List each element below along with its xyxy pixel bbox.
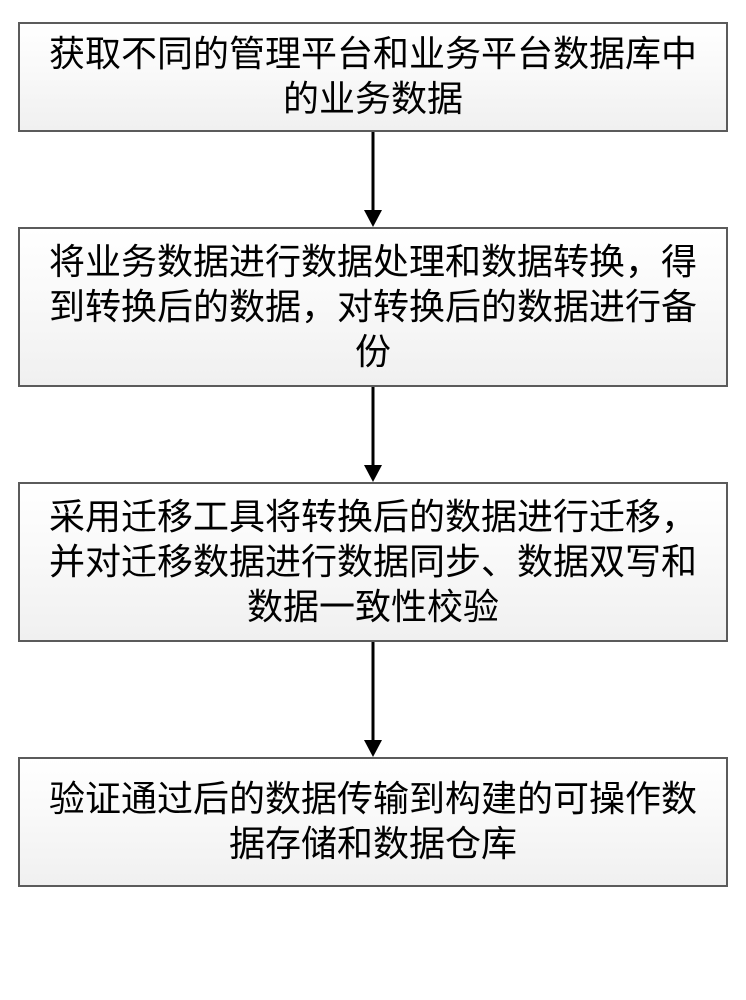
flowchart-container: 获取不同的管理平台和业务平台数据库中的业务数据 将业务数据进行数据处理和数据转换… [18, 22, 728, 887]
flow-node-1: 获取不同的管理平台和业务平台数据库中的业务数据 [18, 22, 728, 132]
flow-arrow-2 [18, 387, 728, 482]
flow-node-2-label: 将业务数据进行数据处理和数据转换，得到转换后的数据，对转换后的数据进行备份 [40, 240, 706, 375]
flow-node-4-label: 验证通过后的数据传输到构建的可操作数据存储和数据仓库 [40, 777, 706, 867]
flow-node-1-label: 获取不同的管理平台和业务平台数据库中的业务数据 [40, 32, 706, 122]
flow-arrow-1 [18, 132, 728, 227]
flow-node-4: 验证通过后的数据传输到构建的可操作数据存储和数据仓库 [18, 757, 728, 887]
flow-node-3: 采用迁移工具将转换后的数据进行迁移，并对迁移数据进行数据同步、数据双写和数据一致… [18, 482, 728, 642]
flow-node-2: 将业务数据进行数据处理和数据转换，得到转换后的数据，对转换后的数据进行备份 [18, 227, 728, 387]
flow-arrow-3 [18, 642, 728, 757]
flow-node-3-label: 采用迁移工具将转换后的数据进行迁移，并对迁移数据进行数据同步、数据双写和数据一致… [40, 495, 706, 630]
